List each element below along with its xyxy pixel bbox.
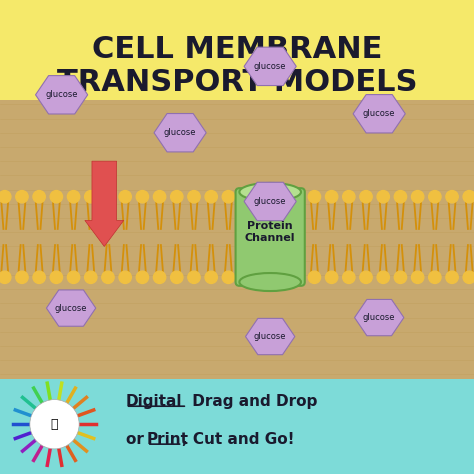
Circle shape bbox=[446, 271, 458, 283]
Circle shape bbox=[154, 191, 166, 203]
Circle shape bbox=[291, 191, 303, 203]
Text: CELL MEMBRANE: CELL MEMBRANE bbox=[92, 35, 382, 64]
Text: glucose: glucose bbox=[363, 313, 395, 322]
Bar bbox=[0, 100, 474, 379]
Bar bbox=[0, 379, 474, 474]
Circle shape bbox=[67, 191, 80, 203]
Circle shape bbox=[67, 271, 80, 283]
Text: , Cut and Go!: , Cut and Go! bbox=[182, 432, 295, 447]
Circle shape bbox=[205, 191, 218, 203]
Circle shape bbox=[394, 271, 407, 283]
Circle shape bbox=[222, 271, 235, 283]
Circle shape bbox=[239, 191, 252, 203]
Circle shape bbox=[360, 271, 372, 283]
Polygon shape bbox=[154, 114, 206, 152]
Text: TRANSPORT MODELS: TRANSPORT MODELS bbox=[57, 68, 417, 98]
Circle shape bbox=[50, 191, 63, 203]
Circle shape bbox=[222, 191, 235, 203]
Circle shape bbox=[33, 191, 46, 203]
Circle shape bbox=[428, 271, 441, 283]
Circle shape bbox=[446, 191, 458, 203]
FancyBboxPatch shape bbox=[236, 188, 305, 286]
Circle shape bbox=[326, 271, 338, 283]
Circle shape bbox=[428, 191, 441, 203]
Circle shape bbox=[360, 191, 372, 203]
Circle shape bbox=[171, 271, 183, 283]
Circle shape bbox=[291, 271, 303, 283]
Circle shape bbox=[154, 271, 166, 283]
Ellipse shape bbox=[239, 183, 301, 201]
Text: glucose: glucose bbox=[254, 197, 286, 206]
Text: Protein
Channel: Protein Channel bbox=[245, 221, 295, 243]
Circle shape bbox=[343, 191, 355, 203]
Text: or: or bbox=[126, 432, 149, 447]
Circle shape bbox=[188, 191, 200, 203]
Circle shape bbox=[16, 191, 28, 203]
Ellipse shape bbox=[239, 273, 301, 291]
Circle shape bbox=[377, 271, 390, 283]
Text: Print: Print bbox=[147, 432, 189, 447]
Text: glucose: glucose bbox=[46, 91, 78, 99]
Polygon shape bbox=[246, 319, 295, 355]
Circle shape bbox=[205, 271, 218, 283]
Circle shape bbox=[239, 271, 252, 283]
Text: glucose: glucose bbox=[254, 332, 286, 341]
Polygon shape bbox=[36, 76, 88, 114]
Polygon shape bbox=[355, 300, 404, 336]
Circle shape bbox=[119, 191, 131, 203]
Circle shape bbox=[0, 271, 11, 283]
Circle shape bbox=[326, 191, 338, 203]
Circle shape bbox=[136, 271, 148, 283]
Circle shape bbox=[16, 271, 28, 283]
Circle shape bbox=[33, 271, 46, 283]
Circle shape bbox=[308, 271, 320, 283]
Polygon shape bbox=[244, 47, 296, 85]
Polygon shape bbox=[353, 95, 405, 133]
Text: glucose: glucose bbox=[55, 304, 87, 312]
Circle shape bbox=[50, 271, 63, 283]
Circle shape bbox=[256, 271, 269, 283]
Text: 🧠: 🧠 bbox=[51, 418, 58, 431]
Circle shape bbox=[274, 271, 286, 283]
Text: Digital: Digital bbox=[126, 394, 182, 410]
Text: glucose: glucose bbox=[254, 62, 286, 71]
Circle shape bbox=[102, 271, 114, 283]
Polygon shape bbox=[244, 182, 296, 220]
Circle shape bbox=[119, 271, 131, 283]
Circle shape bbox=[308, 191, 320, 203]
Circle shape bbox=[256, 191, 269, 203]
Circle shape bbox=[411, 191, 424, 203]
Circle shape bbox=[463, 271, 474, 283]
Circle shape bbox=[343, 271, 355, 283]
Circle shape bbox=[84, 191, 97, 203]
Polygon shape bbox=[46, 290, 96, 326]
Circle shape bbox=[188, 271, 200, 283]
FancyArrow shape bbox=[85, 161, 124, 246]
Circle shape bbox=[463, 191, 474, 203]
Text: Drag and Drop: Drag and Drop bbox=[187, 394, 318, 410]
Circle shape bbox=[30, 400, 79, 449]
Circle shape bbox=[394, 191, 407, 203]
Circle shape bbox=[102, 191, 114, 203]
Circle shape bbox=[171, 191, 183, 203]
Circle shape bbox=[0, 191, 11, 203]
Circle shape bbox=[377, 191, 390, 203]
Circle shape bbox=[136, 191, 148, 203]
Text: glucose: glucose bbox=[363, 109, 395, 118]
Circle shape bbox=[411, 271, 424, 283]
Bar bbox=[0, 0, 474, 100]
Circle shape bbox=[274, 191, 286, 203]
Circle shape bbox=[84, 271, 97, 283]
Text: glucose: glucose bbox=[164, 128, 196, 137]
